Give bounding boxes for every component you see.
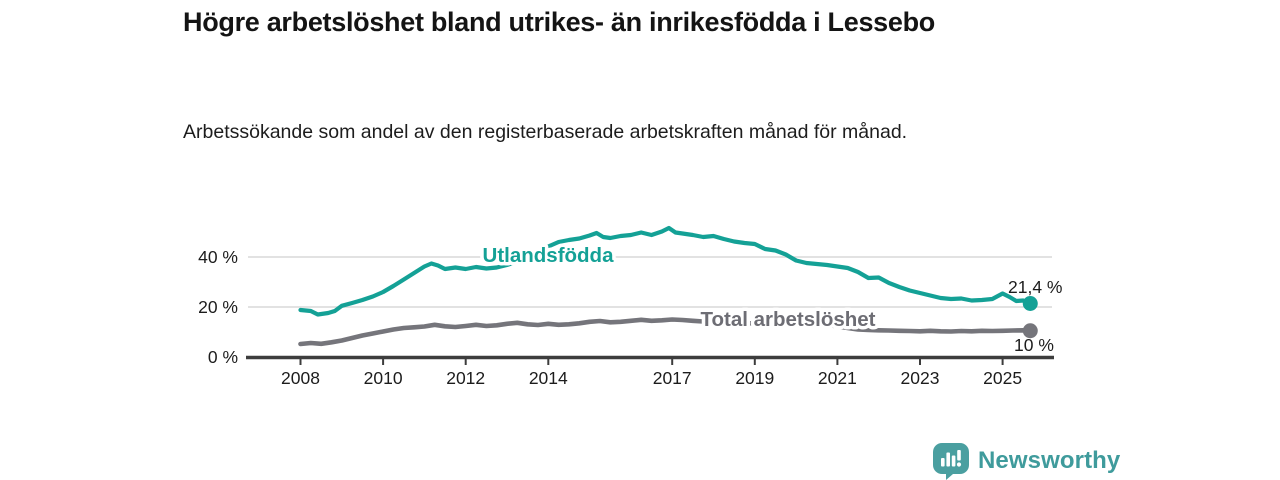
series-end-label-0: 21,4 % (1008, 277, 1062, 297)
unemployment-line-chart: 2008 2010 2012 2014 2017 2019 2021 2023 2025 0 % 2… (198, 225, 1062, 388)
x-tick-label: 2019 (735, 368, 774, 388)
branding: Newsworthy (933, 442, 1121, 480)
x-tick-label: 2021 (818, 368, 857, 388)
y-tick-label: 20 % (198, 297, 238, 317)
x-tick-label: 2014 (529, 368, 568, 388)
x-tick-label: 2012 (446, 368, 485, 388)
series-label-1: Total arbetslöshet (700, 308, 875, 331)
series-line-1 (298, 317, 1033, 347)
x-tick-label: 2025 (983, 368, 1022, 388)
series-end-label-1: 10 % (1014, 335, 1054, 355)
series-label-0: Utlandsfödda (483, 244, 615, 267)
chart-title: Högre arbetslöshet bland utrikes- än inr… (183, 7, 935, 37)
y-tick-label: 40 % (198, 247, 238, 267)
series-end-dot-1 (1022, 323, 1038, 339)
brand-name: Newsworthy (978, 447, 1121, 474)
x-tick-label: 2008 (281, 368, 320, 388)
chart-subtitle: Arbetssökande som andel av den registerb… (183, 121, 908, 143)
x-tick-label: 2010 (364, 368, 403, 388)
chart-area: 2008 2010 2012 2014 2017 2019 2021 2023 2025 0 % 2… (180, 202, 1080, 402)
series-line-0 (298, 225, 1033, 317)
x-tick-label: 2017 (653, 368, 692, 388)
x-tick-label: 2023 (901, 368, 940, 388)
newsworthy-logo-icon (933, 442, 969, 480)
series-end-dot-0 (1022, 296, 1038, 311)
y-tick-label: 0 % (208, 347, 238, 367)
